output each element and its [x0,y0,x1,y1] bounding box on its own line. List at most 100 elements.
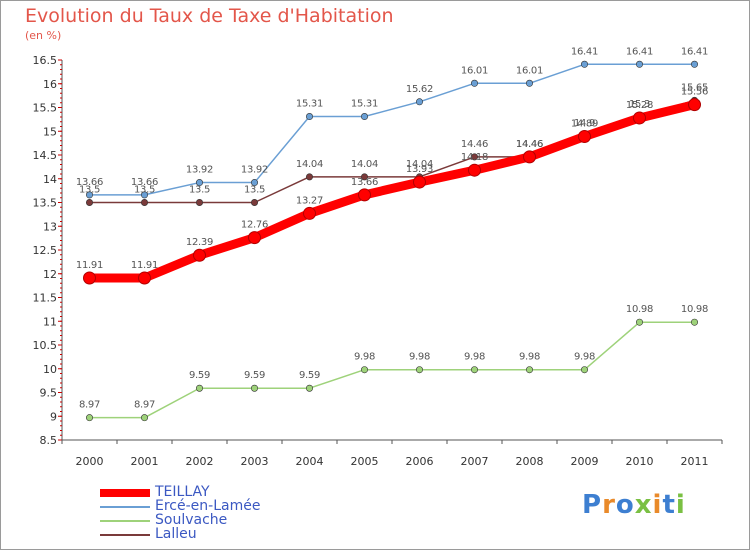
data-point-lalleu [305,173,313,181]
data-point-teillay [633,111,646,125]
data-point-soulvache [525,366,533,374]
data-label-teillay: 15.56 [681,87,708,98]
data-label-soulvache: 10.98 [681,304,708,315]
data-point-erc-en-lam-e [525,79,533,87]
legend-label-soulvache: Soulvache [155,512,228,528]
legend-label-erce-en-lamee: Ercé-en-Lamée [155,498,261,514]
data-point-soulvache [635,318,643,326]
data-point-erc-en-lam-e [86,191,94,199]
logo-letter: i [652,490,663,520]
y-tick-label: 8.5 [40,434,58,447]
logo-letter: i [675,490,686,520]
x-tick-label: 2006 [406,455,434,468]
data-point-erc-en-lam-e [415,98,423,106]
proxiti-logo: Proxiti [582,490,686,520]
x-tick-label: 2011 [681,455,709,468]
data-label-teillay: 11.91 [76,260,103,271]
y-tick-label: 9 [50,410,57,423]
data-label-teillay: 14.18 [461,152,488,163]
y-tick-label: 11 [43,315,57,328]
legend-swatch-lalleu [100,534,150,536]
y-tick-label: 14 [43,173,57,186]
data-label-lalleu: 13.5 [189,185,210,196]
logo-letter: P [582,490,603,520]
data-point-lalleu [141,199,149,207]
data-point-teillay [468,163,481,177]
data-label-erc-en-lam-e: 13.92 [241,165,268,176]
data-point-teillay [413,175,426,189]
data-label-erc-en-lam-e: 15.31 [351,99,378,110]
y-tick-label: 11.5 [33,292,58,305]
x-tick-label: 2005 [351,455,379,468]
data-label-erc-en-lam-e: 16.41 [571,46,598,57]
x-tick-label: 2007 [461,455,489,468]
data-label-lalleu: 14.46 [516,139,543,150]
data-label-erc-en-lam-e: 15.31 [296,99,323,110]
logo-letter: r [602,490,616,520]
data-point-soulvache [251,384,259,392]
x-tick-label: 2008 [516,455,544,468]
data-label-lalleu: 15.65 [681,82,708,93]
x-tick-label: 2009 [571,455,599,468]
data-point-erc-en-lam-e [305,113,313,121]
y-tick-label: 15 [43,125,57,138]
data-point-erc-en-lam-e [360,113,368,121]
data-point-erc-en-lam-e [690,60,698,68]
data-point-erc-en-lam-e [470,79,478,87]
data-point-erc-en-lam-e [141,191,149,199]
data-label-erc-en-lam-e: 15.62 [406,84,433,95]
data-label-soulvache: 9.98 [464,352,485,363]
data-label-lalleu: 13.5 [79,185,100,196]
data-point-lalleu [251,199,259,207]
data-label-soulvache: 9.59 [189,370,210,381]
data-point-teillay [193,248,206,262]
data-point-teillay [688,98,701,112]
data-label-erc-en-lam-e: 16.41 [626,46,653,57]
y-tick-label: 12 [43,268,57,281]
data-label-erc-en-lam-e: 16.41 [681,46,708,57]
data-point-teillay [83,271,96,285]
data-label-erc-en-lam-e: 16.01 [516,65,543,76]
data-point-soulvache [690,318,698,326]
data-label-soulvache: 10.98 [626,304,653,315]
data-point-lalleu [86,199,94,207]
data-label-soulvache: 9.59 [299,370,320,381]
y-tick-label: 10.5 [33,339,58,352]
data-label-teillay: 12.76 [241,220,268,231]
data-label-layer: 13.66 13.66 13.92 13.92 15.31 15.31 15.62 16.01… [76,46,708,410]
x-tick-label: 2010 [626,455,654,468]
x-tick-label: 2002 [186,455,214,468]
data-label-soulvache: 8.97 [79,400,100,411]
y-tick-label: 10 [43,363,57,376]
data-label-soulvache: 9.98 [519,352,540,363]
data-label-erc-en-lam-e: 13.66 [131,177,158,188]
data-label-teillay: 13.66 [351,177,378,188]
data-point-lalleu [470,153,478,161]
data-point-teillay [523,150,536,164]
x-tick-label: 2004 [296,455,324,468]
logo-letter: x [634,490,653,520]
x-tick-label: 2001 [131,455,159,468]
data-point-erc-en-lam-e [635,60,643,68]
y-tick-label: 15.5 [33,102,58,115]
chart-title: Evolution du Taux de Taxe d'Habitation [25,5,394,27]
data-point-soulvache [86,414,94,422]
y-tick-label: 13.5 [33,197,58,210]
data-point-soulvache [415,366,423,374]
logo-letter: t [662,490,676,520]
data-point-soulvache [470,366,478,374]
data-label-lalleu: 14.9 [574,118,595,129]
data-label-teillay: 11.91 [131,260,158,271]
data-label-teillay: 13.27 [296,195,323,206]
data-label-lalleu: 13.5 [134,185,155,196]
data-label-soulvache: 9.59 [244,370,265,381]
legend-swatch-erce-en-lamee [100,506,150,508]
legend-swatch-soulvache [100,520,150,522]
data-point-erc-en-lam-e [580,60,588,68]
data-label-soulvache: 9.98 [574,352,595,363]
data-label-teillay: 14.46 [516,139,543,150]
y-tick-label: 16 [43,78,57,91]
series-line-erc-en-lam-e [88,63,696,196]
data-label-erc-en-lam-e: 13.66 [76,177,103,188]
